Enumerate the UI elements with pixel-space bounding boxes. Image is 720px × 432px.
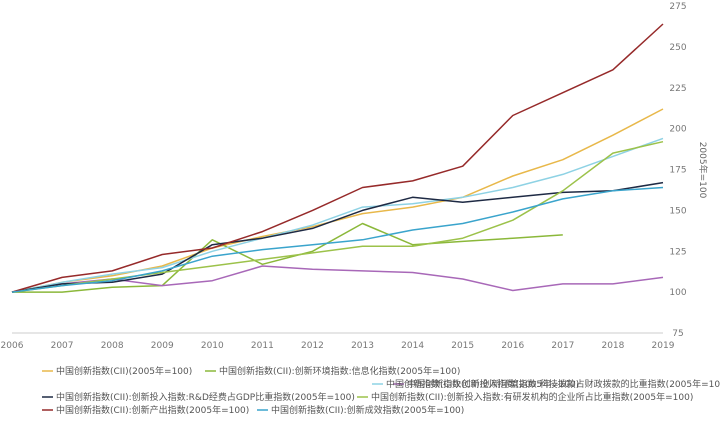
x-tick-label: 2008 xyxy=(101,341,124,351)
y-tick-label: 125 xyxy=(669,247,686,257)
y-tick-label: 150 xyxy=(669,206,686,216)
y-tick-labels: 75 100 125 150 175 200 225 250 275 xyxy=(669,2,686,339)
series-line-2 xyxy=(12,222,563,293)
y-tick-label: 225 xyxy=(669,84,686,94)
x-tick-label: 2009 xyxy=(151,341,174,351)
series-line-4 xyxy=(11,137,664,293)
x-tick-label: 2007 xyxy=(51,341,74,351)
series-line-1 xyxy=(11,108,664,293)
x-tick-label: 2016 xyxy=(501,341,524,351)
y-tick-label: 175 xyxy=(669,166,686,176)
x-tick-label: 2018 xyxy=(601,341,624,351)
legend-entry: 中国创新指数(CII):创新投入指数:R&D经费占GDP比重指数(2005年=1… xyxy=(56,391,355,403)
legend-entry: 中国创新指数(CII):创新环境指数:科技拨款占财政拨款的比重指数(2005年=… xyxy=(407,378,720,390)
series-line-7 xyxy=(11,23,664,293)
y-tick-label: 200 xyxy=(669,125,686,135)
y-tick-label: 250 xyxy=(669,43,686,53)
x-tick-label: 2014 xyxy=(401,341,424,351)
series-line-6 xyxy=(11,140,664,293)
legend-entry: 中国创新指数(CII):创新成效指数(2005年=100) xyxy=(271,404,464,416)
x-tick-label: 2012 xyxy=(301,341,324,351)
x-tick-label: 2011 xyxy=(251,341,274,351)
legend: 中国创新指数(CII)(2005年=100) 中国创新指数(CII):创新环境指数… xyxy=(42,365,720,416)
y-tick-label: 275 xyxy=(669,2,686,12)
x-tick-labels: 2006 2007 2008 2009 2010 2011 2012 2013 2014 2015… xyxy=(1,341,675,351)
legend-entry: 中国创新指数(CII):创新投入指数:有研发机构的企业所占比重指数(2005年=… xyxy=(371,391,693,403)
x-tick-label: 2006 xyxy=(1,341,24,351)
x-tick-label: 2013 xyxy=(351,341,374,351)
legend-entry: 中国创新指数(CII):创新产出指数(2005年=100) xyxy=(56,404,249,416)
y-tick-label: 100 xyxy=(669,288,686,298)
series-line-8 xyxy=(11,186,664,293)
y-tick-label: 75 xyxy=(672,329,683,339)
x-tick-label: 2019 xyxy=(652,341,675,351)
series-line-3 xyxy=(11,265,664,293)
legend-entry: 中国创新指数(CII):创新投入指数(2005年=100) xyxy=(386,378,579,390)
x-tick-label: 2010 xyxy=(201,341,224,351)
series-line-5 xyxy=(11,181,664,293)
x-tick-label: 2017 xyxy=(551,341,574,351)
y-axis-label: 2005年=100 xyxy=(697,142,709,199)
legend-entry: 中国创新指数(CII):创新环境指数:信息化指数(2005年=100) xyxy=(219,365,460,377)
series-lines xyxy=(11,23,664,293)
legend-entry: 中国创新指数(CII)(2005年=100) xyxy=(56,365,192,377)
x-tick-label: 2015 xyxy=(451,341,474,351)
